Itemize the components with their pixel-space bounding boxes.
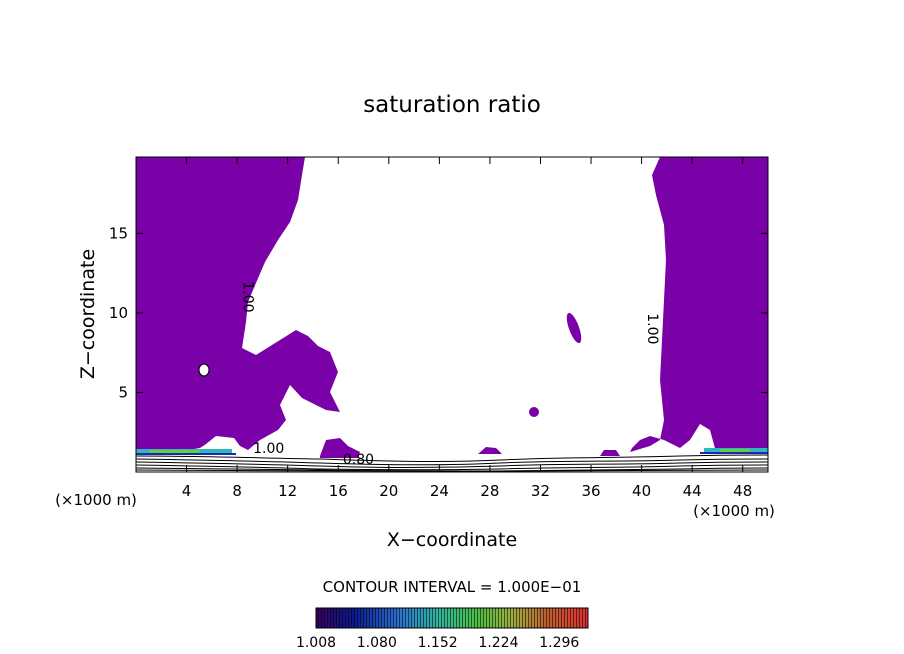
x-tick-label: 4 <box>182 482 192 500</box>
y-tick-label: 15 <box>109 224 128 242</box>
colorbar-tick-label: 1.008 <box>296 635 336 651</box>
colorbar-tick-labels: 1.008 1.080 1.152 1.224 1.296 <box>296 635 579 651</box>
contour-label: 1.00 <box>644 313 660 344</box>
y-axis-ticks: 5 10 15 <box>109 224 768 401</box>
x-tick-label: 28 <box>480 482 499 500</box>
surface-band-green-right <box>720 449 750 452</box>
surface-band-blue-right <box>700 452 768 454</box>
surface-contour-lines <box>136 454 768 472</box>
colorbar-tick-label: 1.152 <box>418 635 458 651</box>
purple-blob-4 <box>478 447 502 454</box>
x-tick-label: 24 <box>430 482 449 500</box>
x-axis-ticks: 4 8 12 16 20 24 28 32 36 40 44 48 <box>182 157 752 500</box>
plot-area <box>136 157 768 472</box>
x-tick-label: 36 <box>581 482 600 500</box>
colorbar-stripes <box>316 608 588 628</box>
x-tick-label: 16 <box>329 482 348 500</box>
contour-interval-label: CONTOUR INTERVAL = 1.000E−01 <box>323 578 582 596</box>
purple-blob-5 <box>600 450 620 456</box>
surface-band-blue-left <box>136 453 236 455</box>
purple-blob-3 <box>320 438 360 458</box>
colorbar <box>315 607 589 629</box>
purple-region-right <box>630 157 768 452</box>
colorbar-tick-label: 1.296 <box>539 635 579 651</box>
x-tick-label: 40 <box>632 482 651 500</box>
x-tick-label: 48 <box>733 482 752 500</box>
x-tick-label: 44 <box>683 482 702 500</box>
contour-label: 1.00 <box>239 281 255 312</box>
y-axis-label: Z−coordinate <box>77 249 99 379</box>
contour-label: 0.80 <box>343 452 374 468</box>
x-unit-right: (×1000 m) <box>693 502 775 520</box>
colorbar-tick-label: 1.224 <box>478 635 518 651</box>
contour-labels: 1.00 1.00 1.00 0.80 <box>239 281 659 468</box>
purple-blob-2 <box>529 407 539 417</box>
x-axis-label: X−coordinate <box>387 529 517 551</box>
x-unit-left: (×1000 m) <box>55 491 137 509</box>
surface-band-green-left <box>150 450 200 453</box>
y-tick-label: 5 <box>118 383 128 401</box>
x-tick-label: 20 <box>379 482 398 500</box>
x-tick-label: 32 <box>531 482 550 500</box>
purple-blob-1 <box>566 312 582 344</box>
x-tick-label: 12 <box>278 482 297 500</box>
y-tick-label: 10 <box>109 304 128 322</box>
purple-region-left <box>136 157 340 454</box>
plot-frame <box>135 156 769 473</box>
contour-label: 1.00 <box>253 441 284 457</box>
x-tick-label: 8 <box>232 482 242 500</box>
colorbar-tick-label: 1.080 <box>357 635 397 651</box>
chart-title: saturation ratio <box>363 92 541 118</box>
colorbar-frame <box>315 607 589 629</box>
